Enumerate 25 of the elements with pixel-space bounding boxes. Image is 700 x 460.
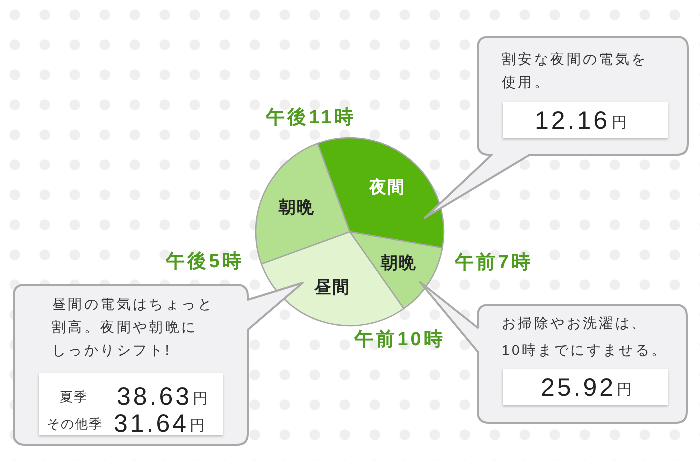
annotation: 昼間の電気はちょっと [52, 296, 214, 312]
annotation: 25.92 [540, 374, 616, 402]
annotation: 午後5時 [166, 252, 244, 272]
annotation: 夏季 [60, 390, 88, 404]
annotation: 使用。 [502, 74, 551, 90]
annotation: 午前10時 [354, 330, 446, 350]
annotation: 円 [190, 418, 205, 434]
annotation: 午前7時 [455, 252, 533, 274]
annotation: 10時までにすませる。 [502, 342, 668, 358]
annotation: 円 [617, 382, 632, 398]
slice-label: 朝晩 [380, 254, 418, 273]
annotation: 円 [193, 390, 208, 408]
annotation: 午後11時 [266, 108, 356, 128]
slice-label: 夜間 [368, 178, 406, 197]
annotation: 31.64 [114, 410, 189, 438]
annotation: しっかりシフト! [52, 342, 172, 358]
slice-label: 昼間 [314, 278, 351, 298]
annotation: その他季 [47, 416, 103, 432]
annotation: お掃除やお洗濯は、 [502, 315, 648, 331]
annotation: 12.16 [534, 107, 610, 135]
annotation: 円 [612, 114, 627, 132]
slice-label: 朝晩 [278, 198, 316, 217]
annotation: 割高。夜間や朝晩に [52, 319, 198, 335]
annotation: 38.63 [116, 383, 192, 411]
annotation: 割安な夜間の電気を [502, 51, 648, 67]
